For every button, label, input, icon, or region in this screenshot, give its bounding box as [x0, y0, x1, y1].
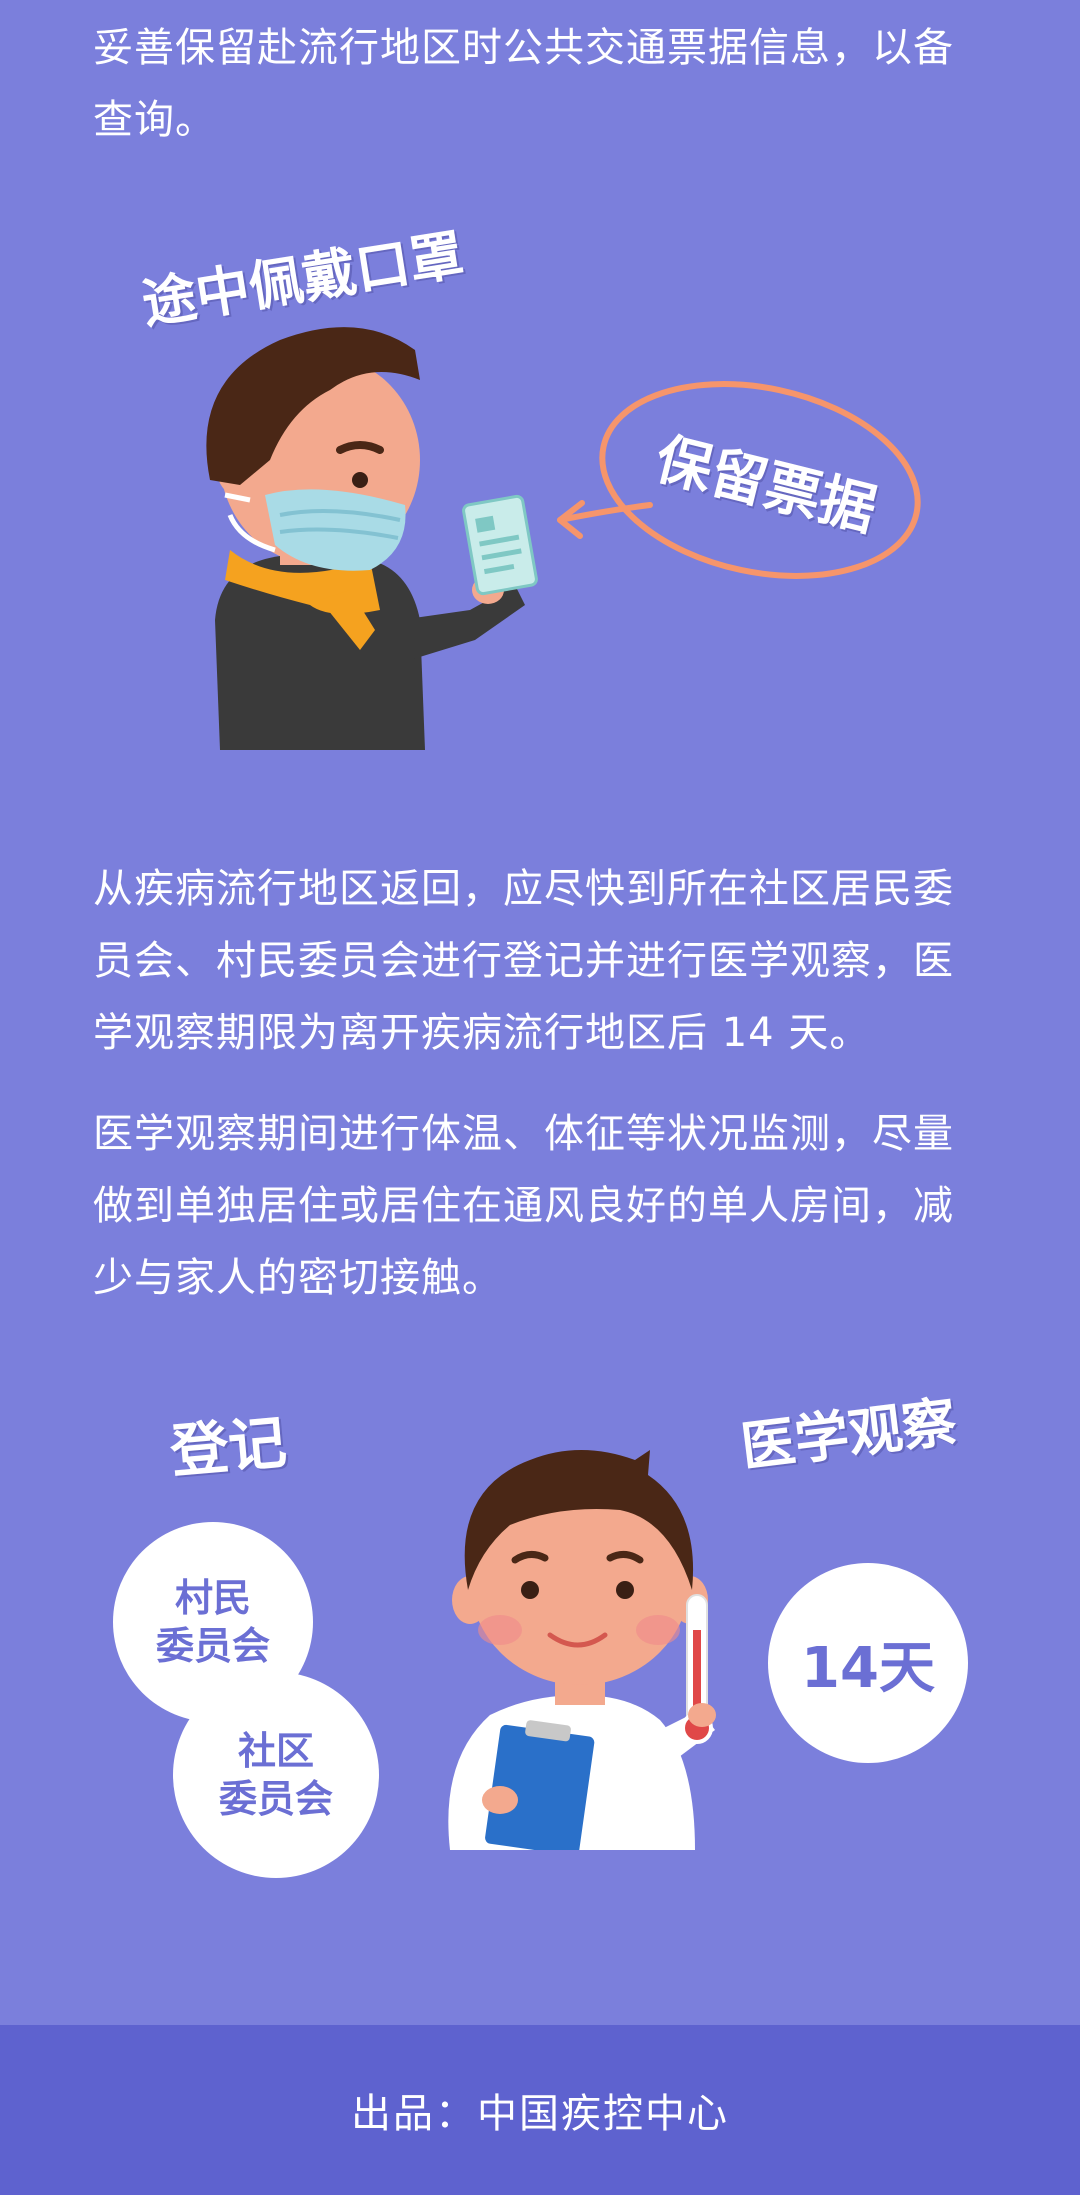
- ticket-icon: [462, 494, 538, 596]
- observation-paragraph: 医学观察期间进行体温、体征等状况监测，尽量做到单独居住或居住在通风良好的单人房间…: [93, 1111, 954, 1301]
- village-bubble-line1: 村民: [174, 1576, 251, 1620]
- observing-boy-illustration: [448, 1450, 716, 1850]
- ticket-callout-ring: [557, 381, 921, 579]
- community-committee-bubble: 社区 委员会: [173, 1672, 379, 1878]
- village-committee-bubble: 村民 委员会: [113, 1522, 313, 1722]
- observation-label: 医学观察: [737, 1390, 960, 1479]
- clipboard-icon: [485, 1720, 595, 1850]
- face-mask-icon: [224, 489, 406, 571]
- register-label: 登记: [167, 1408, 290, 1486]
- village-bubble-line2: 委员会: [155, 1624, 270, 1668]
- intro-paragraph: 妥善保留赴流行地区时公共交通票据信息，以备查询。: [93, 25, 954, 143]
- community-bubble-line2: 委员会: [218, 1777, 333, 1821]
- days-bubble-text: 14天: [801, 1635, 935, 1701]
- footer-credit: 出品：中国疾控中心: [351, 2091, 729, 2137]
- footer-bar: 出品：中国疾控中心: [0, 2025, 1080, 2195]
- community-bubble-line1: 社区: [237, 1729, 314, 1773]
- masked-man-illustration: [206, 327, 538, 750]
- fourteen-days-bubble: 14天: [768, 1563, 968, 1763]
- return-paragraph: 从疾病流行地区返回，应尽快到所在社区居民委员会、村民委员会进行登记并进行医学观察…: [93, 866, 954, 1056]
